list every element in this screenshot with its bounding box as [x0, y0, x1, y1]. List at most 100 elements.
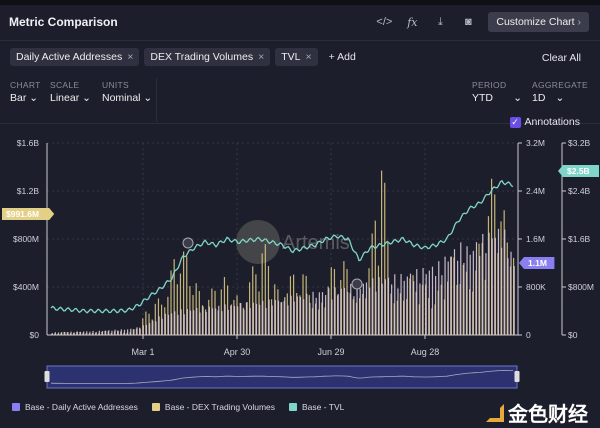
navigator-handle[interactable] — [514, 371, 520, 382]
left-axis-tick-label: $400M — [13, 282, 39, 292]
daily-active-addresses-bar — [177, 314, 179, 335]
middle-axis-tick-label: 2.4M — [526, 186, 545, 196]
dex-volume-bar — [220, 289, 222, 335]
daily-active-addresses-bar — [51, 332, 53, 335]
daily-active-addresses-bar — [158, 316, 160, 335]
clear-all-button[interactable]: Clear All — [541, 52, 581, 64]
daily-active-addresses-bar — [155, 321, 157, 335]
daily-active-addresses-bar — [161, 318, 163, 335]
right-axis-tick-label: $2.4B — [568, 186, 591, 196]
daily-active-addresses-bar — [340, 288, 342, 335]
daily-active-addresses-bar — [255, 303, 258, 335]
add-metric-button[interactable]: + Add — [328, 51, 356, 63]
daily-active-addresses-bar — [89, 331, 91, 335]
close-icon[interactable]: × — [127, 51, 134, 63]
daily-active-addresses-bar — [171, 313, 173, 335]
daily-active-addresses-bar — [466, 246, 468, 335]
customize-chart-button[interactable]: Customize Chart › — [488, 12, 589, 32]
customize-label: Customize Chart — [496, 16, 575, 28]
daily-active-addresses-bar — [475, 242, 478, 335]
daily-active-addresses-bar — [189, 310, 192, 335]
daily-active-addresses-bar — [284, 297, 286, 335]
daily-active-addresses-bar — [64, 332, 66, 335]
header-toolbar: </> fx ⤓ ◙ Customize Chart › — [376, 12, 589, 32]
daily-active-addresses-bar — [174, 311, 176, 335]
aggregate-select[interactable]: AGGREGATE 1D ⌄ — [532, 80, 588, 104]
close-icon[interactable]: × — [258, 51, 265, 63]
daily-active-addresses-bar — [343, 287, 346, 335]
dex-volume-bar — [57, 333, 59, 335]
dex-volume-bar — [189, 286, 191, 335]
daily-active-addresses-bar — [400, 274, 402, 335]
camera-icon[interactable]: ◙ — [465, 16, 472, 28]
daily-active-addresses-bar — [227, 309, 229, 335]
daily-active-addresses-bar — [149, 323, 151, 335]
daily-active-addresses-bar — [372, 278, 374, 335]
dex-volume-bar — [170, 270, 172, 335]
daily-active-addresses-bar — [472, 250, 474, 335]
tvl-last-value-tag-text: $2.5B — [567, 166, 590, 176]
chip-tvl[interactable]: TVL × — [275, 48, 318, 66]
daily-active-addresses-bar — [504, 229, 506, 335]
daily-active-addresses-bar — [444, 256, 446, 335]
annotations-toggle[interactable]: ✓ Annotations — [509, 116, 580, 128]
legend-swatch — [151, 403, 160, 411]
daily-active-addresses-bar — [199, 312, 201, 335]
legend-item-tvl[interactable]: Base - TVL — [289, 402, 344, 412]
daily-active-addresses-bar — [54, 332, 56, 335]
daily-active-addresses-bar — [287, 305, 289, 335]
period-select[interactable]: PERIOD YTD ⌄ — [472, 80, 522, 104]
daily-active-addresses-bar — [381, 283, 383, 335]
daily-active-addresses-bar — [494, 237, 496, 335]
metric-chart[interactable]: Mar 1 Apr 30 Jun 29 Aug 28 $0 0 $0 $400M 800K $80… — [0, 130, 600, 392]
dex-volume-bar — [145, 311, 147, 335]
daily-active-addresses-bar — [356, 282, 358, 335]
daily-active-addresses-bar — [312, 291, 314, 335]
page-title: Metric Comparison — [9, 15, 118, 29]
daily-active-addresses-bar — [513, 266, 515, 335]
legend: Base - Daily Active Addresses Base - DEX… — [12, 402, 344, 412]
control-label: UNITS — [102, 80, 129, 90]
navigator-tvl-line — [50, 369, 514, 384]
daily-active-addresses-bar — [406, 276, 408, 335]
daily-active-addresses-bar — [431, 266, 434, 335]
annotations-label: Annotations — [524, 116, 580, 128]
legend-item-dex[interactable]: Base - DEX Trading Volumes — [151, 402, 275, 412]
daily-active-addresses-bar — [438, 261, 440, 335]
checkbox-checked-icon[interactable]: ✓ — [509, 116, 521, 128]
scale-select[interactable]: SCALE Linear ⌄ — [50, 80, 91, 104]
function-icon[interactable]: fx — [407, 15, 418, 29]
legend-item-daa[interactable]: Base - Daily Active Addresses — [12, 402, 138, 412]
dex-last-value-tag — [2, 208, 55, 220]
chip-daily-active-addresses[interactable]: Daily Active Addresses × — [10, 48, 140, 66]
dex-volume-bar — [242, 307, 244, 335]
daily-active-addresses-bar — [224, 304, 226, 335]
legend-swatch — [12, 403, 20, 411]
x-tick-label: Mar 1 — [131, 347, 154, 357]
watermark-text: Artemis — [282, 232, 350, 254]
navigator-handle[interactable] — [44, 371, 50, 382]
chevron-right-icon: › — [577, 16, 582, 28]
tvl-last-value-tag — [558, 165, 599, 177]
close-icon[interactable]: × — [305, 51, 312, 63]
dex-volume-bar — [217, 310, 219, 335]
daily-active-addresses-bar — [403, 280, 405, 335]
brand-logo-icon — [486, 403, 504, 422]
daily-active-addresses-bar — [98, 330, 100, 335]
dex-volume-bar — [129, 331, 131, 335]
chevron-down-icon: ⌄ — [513, 92, 522, 104]
units-select[interactable]: UNITS Nominal ⌄ — [102, 80, 152, 104]
code-icon[interactable]: </> — [376, 16, 393, 28]
annotation-marker-icon — [182, 237, 194, 249]
daily-active-addresses-bar — [252, 302, 254, 335]
daily-active-addresses-bar — [83, 331, 85, 335]
middle-axis-tick-label: 0 — [526, 330, 531, 340]
daily-active-addresses-bar — [491, 238, 493, 335]
dex-volume-bar — [239, 302, 241, 335]
chip-dex-trading-volumes[interactable]: DEX Trading Volumes × — [144, 48, 271, 66]
download-icon[interactable]: ⤓ — [437, 15, 443, 28]
dex-volume-bar — [195, 283, 197, 335]
daa-last-value-tag-text: 1.1M — [528, 258, 547, 268]
chart-type-select[interactable]: CHART Bar ⌄ — [10, 80, 41, 104]
daily-active-addresses-bar — [353, 296, 355, 335]
